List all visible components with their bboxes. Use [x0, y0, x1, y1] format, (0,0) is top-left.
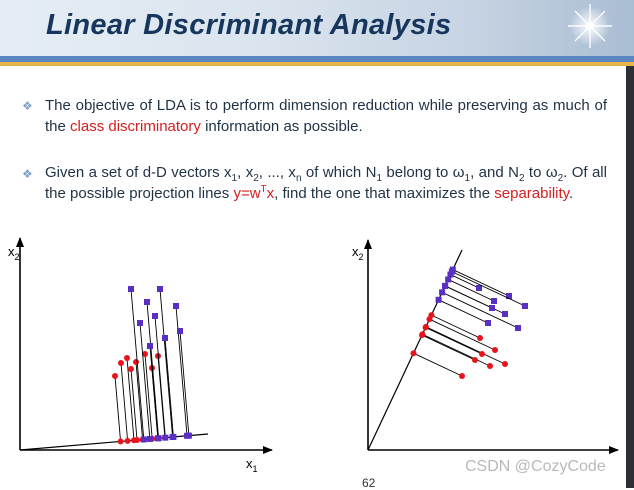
projection-segment [144, 353, 153, 439]
class2-point [118, 360, 124, 366]
class2-projected-point [124, 437, 131, 444]
window-edge [626, 66, 634, 488]
class1-point [485, 320, 491, 326]
class1-projected-point [170, 433, 177, 440]
class1-point [157, 286, 163, 292]
projection-segment [451, 271, 526, 307]
class1-point [173, 303, 179, 309]
class2-projected-point [117, 438, 124, 445]
projection-segment [421, 334, 476, 361]
projection-segment [425, 326, 506, 365]
slide-header: Linear Discriminant Analysis [0, 0, 634, 56]
projection-segment [149, 345, 159, 439]
class2-point [112, 373, 118, 379]
class1-point [515, 325, 521, 331]
projection-segment [422, 333, 491, 367]
class1-projected-point [146, 435, 153, 442]
class1-point [152, 313, 158, 319]
class1-point [506, 293, 512, 299]
bullet-diamond-icon: ❖ [22, 99, 33, 113]
left-ylabel: x2 [8, 244, 20, 262]
bullet-text-2: Given a set of d-D vectors x1, x2, ..., … [45, 164, 607, 202]
projection-segment [441, 291, 519, 329]
projection-segment [425, 327, 483, 355]
class1-point [522, 303, 528, 309]
class1-point [502, 311, 508, 317]
class1-projected-point [154, 435, 161, 442]
bullet-diamond-icon: ❖ [22, 167, 33, 181]
header-accent-bar [0, 56, 634, 62]
projection-segment [146, 301, 160, 439]
projection-segment [135, 361, 144, 440]
class1-projected-point [448, 268, 455, 275]
left-data-points [112, 286, 192, 445]
right-plot: x2 [352, 239, 619, 454]
class1-projected-point [140, 436, 147, 443]
class1-point [177, 328, 183, 334]
projection-segment [450, 274, 480, 289]
class1-projected-point [442, 282, 449, 289]
class2-point [479, 351, 485, 357]
slide-title: Linear Discriminant Analysis [46, 9, 452, 41]
class1-point [144, 299, 150, 305]
class2-point [128, 366, 134, 372]
class2-projected-point [134, 437, 141, 444]
projection-segment [130, 288, 145, 440]
right-ylabel: x2 [352, 244, 364, 262]
class2-point [459, 373, 465, 379]
sparkle-icon [568, 4, 612, 48]
class1-point [137, 320, 143, 326]
class1-point [128, 286, 134, 292]
lda-projection-figure: x2 x1 x2 [8, 237, 619, 474]
class2-point [133, 359, 139, 365]
class2-projected-point [426, 316, 433, 323]
left-xlabel: x1 [246, 456, 258, 474]
projection-segment [120, 362, 129, 441]
projection-segment [447, 279, 495, 302]
class2-projected-point [419, 332, 426, 339]
header-gold-bar [0, 62, 634, 66]
class1-point [476, 285, 482, 291]
projection-segment [154, 315, 166, 438]
bullet-text-1: The objective of LDA is to perform dimen… [45, 97, 607, 135]
class1-point [162, 335, 168, 341]
class1-projected-point [439, 289, 446, 296]
projection-segment [429, 318, 496, 351]
projection-segment [175, 305, 188, 436]
class2-projected-point [422, 324, 429, 331]
class1-point [147, 343, 153, 349]
class1-projected-point [435, 296, 442, 303]
class2-point [477, 335, 483, 341]
projection-segment [139, 322, 151, 439]
class1-projected-point [445, 276, 452, 283]
watermark: CSDN @CozyCode [465, 458, 606, 475]
projection-segment [431, 314, 481, 339]
class1-projected-point [162, 434, 169, 441]
projection-segment [179, 330, 190, 436]
class2-point [502, 361, 508, 367]
class2-point [492, 347, 498, 353]
class2-point [472, 357, 478, 363]
projection-segment [114, 375, 122, 442]
projection-segment [164, 337, 174, 437]
class2-point [142, 351, 148, 357]
class1-point [489, 305, 495, 311]
projection-segment [126, 357, 135, 441]
projection-segment [438, 299, 489, 324]
page-number: 62 [362, 476, 376, 490]
projection-segment [444, 285, 493, 309]
class2-point [124, 355, 130, 361]
class2-point [487, 363, 493, 369]
right-data-points [410, 266, 528, 379]
left-plot: x2 x1 [8, 237, 273, 474]
left-projection-line [19, 433, 209, 451]
class1-projected-point [185, 432, 192, 439]
projection-segment [130, 368, 138, 441]
class2-projected-point [410, 350, 417, 357]
projection-segment [159, 288, 174, 438]
projection-segment [452, 269, 510, 297]
projection-segment [413, 352, 463, 377]
class1-point [491, 298, 497, 304]
